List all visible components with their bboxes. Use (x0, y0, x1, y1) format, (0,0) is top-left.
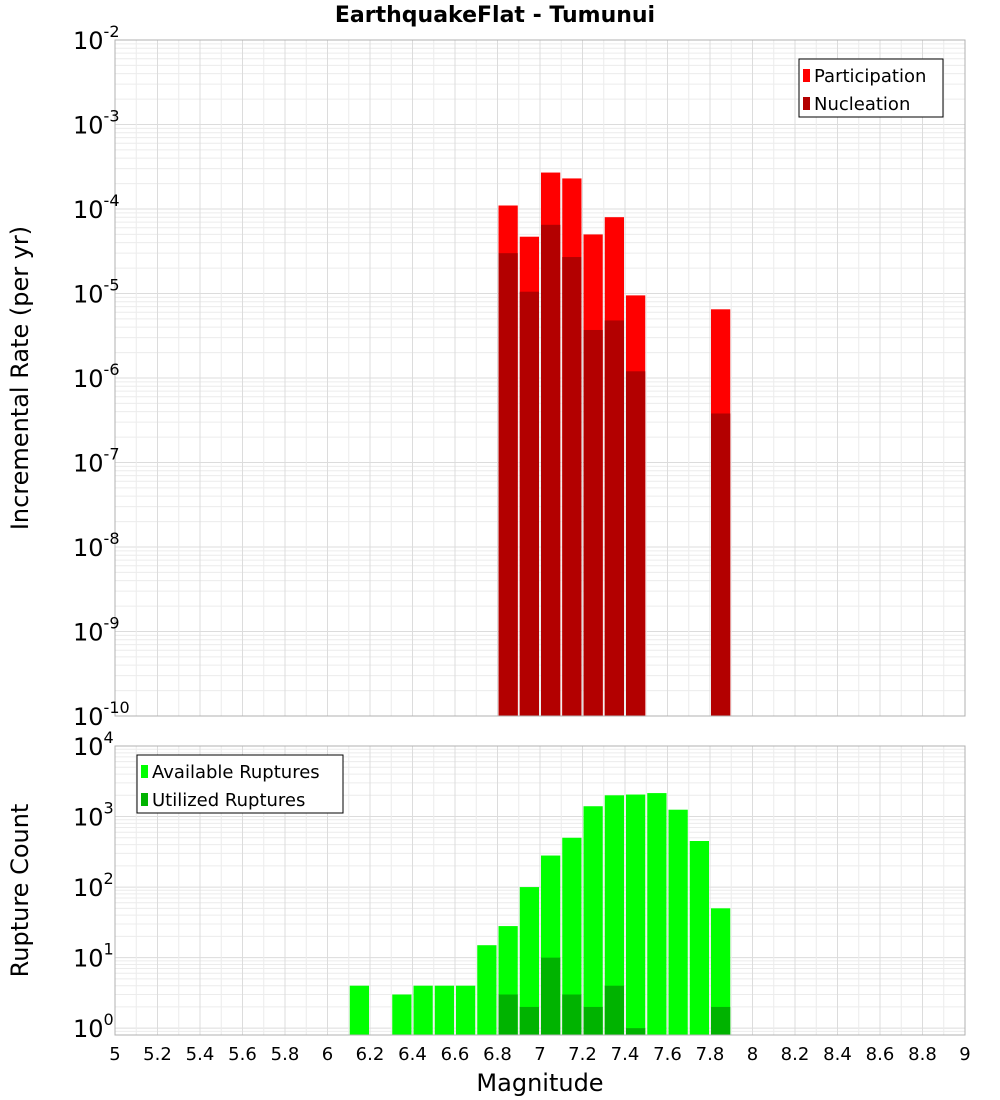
legend-swatch (141, 765, 148, 778)
bar (562, 257, 582, 716)
x-tick-label: 7.6 (653, 1044, 682, 1065)
x-tick-label: 6.4 (398, 1044, 427, 1065)
x-tick-label: 8.2 (781, 1044, 810, 1065)
plot-frame (114, 39, 966, 717)
bar (541, 957, 561, 1035)
bar (626, 371, 646, 716)
bar (519, 1006, 539, 1035)
legend-box (798, 58, 944, 118)
legend-box (136, 754, 344, 814)
plot-frame (114, 745, 966, 1036)
x-tick-label: 7.2 (568, 1044, 597, 1065)
bar (434, 985, 454, 1035)
bar (626, 1028, 646, 1035)
series-utilized-ruptures (498, 957, 731, 1035)
x-tick-label: 7.8 (696, 1044, 725, 1065)
y-tick-label: 10-9 (73, 614, 120, 647)
x-tick-label: 8 (747, 1044, 758, 1065)
bar (456, 985, 476, 1035)
series-nucleation (498, 224, 731, 716)
x-tick-label: 6.6 (441, 1044, 470, 1065)
bar (583, 1006, 603, 1035)
x-tick-label: 6.8 (483, 1044, 512, 1065)
bar (604, 985, 624, 1035)
x-tick-label: 5.4 (186, 1044, 215, 1065)
legend-label: Nucleation (814, 94, 910, 115)
bar (711, 908, 731, 1035)
bar (541, 224, 561, 716)
bar (711, 413, 731, 716)
bar (562, 994, 582, 1035)
legend-label: Available Ruptures (152, 762, 320, 783)
bar (604, 320, 624, 716)
panel-1: 10-10 10-9 10-8 10-7 10-6 10-5 10-4 10-3 10-2 Inc… (6, 22, 966, 731)
y-tick-label: 100 (73, 1010, 114, 1043)
y-tick-label: 10-3 (73, 107, 120, 140)
bar (413, 985, 433, 1035)
y-tick-label: 10-2 (73, 22, 120, 55)
y-tick-label: 10-8 (73, 529, 120, 562)
legend-label: Utilized Ruptures (152, 790, 305, 811)
bar (626, 794, 646, 1035)
bar (519, 887, 539, 1035)
y-tick-label: 103 (73, 799, 114, 832)
y-axis-label: Incremental Rate (per yr) (6, 226, 34, 530)
y-tick-label: 102 (73, 869, 114, 902)
chart-title: EarthquakeFlat - Tumunui (335, 3, 655, 28)
x-axis-label: Magnitude (476, 1069, 603, 1097)
bar (477, 945, 497, 1035)
x-tick-label: 5.6 (228, 1044, 257, 1065)
bar (562, 837, 582, 1035)
bar (689, 841, 709, 1035)
y-tick-label: 10-6 (73, 360, 120, 393)
x-tick-label: 5.2 (143, 1044, 172, 1065)
bar (583, 806, 603, 1035)
bar (498, 994, 518, 1035)
bar (711, 1006, 731, 1035)
legend-swatch (803, 69, 810, 82)
bar (647, 793, 667, 1035)
bar (349, 985, 369, 1035)
x-tick-label: 5 (109, 1044, 120, 1065)
x-tick-label: 7.4 (611, 1044, 640, 1065)
x-tick-label: 8.8 (908, 1044, 937, 1065)
legend-swatch (803, 97, 810, 110)
x-tick-label: 9 (959, 1044, 970, 1065)
x-tick-label: 8.4 (823, 1044, 852, 1065)
bar (498, 253, 518, 716)
y-axis-label: Rupture Count (6, 804, 34, 978)
y-tick-label: 10-4 (73, 191, 120, 224)
y-tick-label: 10-5 (73, 276, 120, 309)
legend-label: Participation (814, 66, 926, 87)
legend: Participation Nucleation (798, 58, 944, 118)
bar (604, 795, 624, 1035)
x-tick-label: 6.2 (356, 1044, 385, 1065)
y-tick-label: 101 (73, 940, 114, 973)
y-tick-label: 10-7 (73, 445, 120, 478)
x-tick-label: 6 (322, 1044, 333, 1065)
bar (668, 809, 688, 1035)
legend: Available Ruptures Utilized Ruptures (136, 754, 344, 814)
bar (392, 994, 412, 1035)
x-tick-label: 5.8 (271, 1044, 300, 1065)
x-tick-label: 7 (534, 1044, 545, 1065)
y-tick-label: 10-10 (73, 698, 130, 731)
x-tick-label: 8.6 (866, 1044, 895, 1065)
series-available-ruptures (349, 793, 731, 1035)
gridlines (114, 40, 966, 717)
y-tick-label: 104 (73, 728, 114, 761)
bar (583, 329, 603, 716)
bar (519, 291, 539, 716)
legend-swatch (141, 793, 148, 806)
panel-2: 100 101 102 103 104 Rupture Count Available Ru… (6, 728, 966, 1043)
